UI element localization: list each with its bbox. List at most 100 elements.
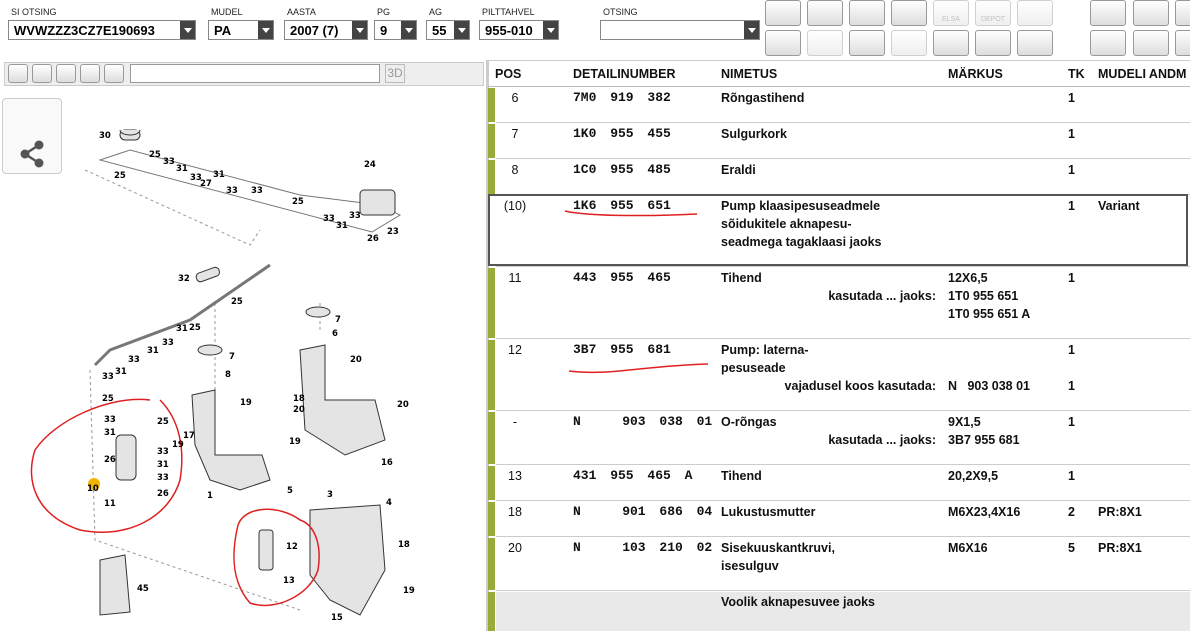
part-number[interactable]: 1K0 955 455: [573, 126, 671, 141]
callout[interactable]: 31: [336, 221, 348, 231]
callout[interactable]: 31: [213, 170, 225, 180]
callout[interactable]: 7: [229, 352, 235, 362]
callout[interactable]: 25: [102, 394, 114, 404]
callout[interactable]: 24: [364, 160, 376, 170]
callout[interactable]: 20: [293, 405, 305, 415]
toolbar-button[interactable]: DEPOT: [975, 0, 1011, 26]
share-button[interactable]: [2, 98, 62, 174]
callout[interactable]: 25: [157, 417, 169, 427]
callout[interactable]: 20: [397, 400, 409, 410]
callout[interactable]: 25: [292, 197, 304, 207]
toolbar-button[interactable]: ELSA: [933, 0, 969, 26]
callout[interactable]: 31: [104, 428, 116, 438]
part-number[interactable]: 1C0 955 485: [573, 162, 671, 177]
toolbar-button[interactable]: [1175, 30, 1190, 56]
toolbar-button[interactable]: [1175, 0, 1190, 26]
zoom-button[interactable]: [104, 64, 124, 83]
callout[interactable]: 31: [176, 324, 188, 334]
toolbar-button[interactable]: [1017, 30, 1053, 56]
toolbar-button[interactable]: [933, 30, 969, 56]
callout[interactable]: 30: [99, 131, 111, 141]
callout[interactable]: 31: [115, 367, 127, 377]
part-number[interactable]: N 903 038 01: [573, 414, 713, 429]
callout[interactable]: 33: [102, 372, 114, 382]
callout[interactable]: 18: [398, 540, 410, 550]
callout[interactable]: 7: [335, 315, 341, 325]
callout[interactable]: 31: [157, 460, 169, 470]
callout[interactable]: 20: [350, 355, 362, 365]
toolbar-button[interactable]: [1133, 0, 1169, 26]
filter-select[interactable]: PA: [208, 20, 274, 40]
zoom-button[interactable]: [56, 64, 76, 83]
toolbar-button[interactable]: [1017, 0, 1053, 26]
callout[interactable]: 33: [349, 211, 361, 221]
filter-select[interactable]: 55: [426, 20, 470, 40]
callout[interactable]: 33: [163, 157, 175, 167]
callout[interactable]: 19: [172, 440, 184, 450]
toolbar-button[interactable]: [765, 0, 801, 26]
callout[interactable]: 33: [128, 355, 140, 365]
zoom-button[interactable]: [80, 64, 100, 83]
part-number[interactable]: N 901 686 04: [573, 504, 713, 519]
callout[interactable]: 6: [332, 329, 338, 339]
callout[interactable]: 25: [149, 150, 161, 160]
zoom-button[interactable]: [32, 64, 52, 83]
toolbar-button[interactable]: [891, 0, 927, 26]
callout[interactable]: 31: [176, 164, 188, 174]
callout[interactable]: 33: [162, 338, 174, 348]
part-number[interactable]: 3B7 955 681: [573, 342, 671, 357]
toolbar-button[interactable]: [975, 30, 1011, 56]
callout[interactable]: 26: [157, 489, 169, 499]
viewer-search[interactable]: [130, 64, 380, 83]
callout[interactable]: 10: [87, 484, 99, 494]
callout[interactable]: 19: [289, 437, 301, 447]
toolbar-button[interactable]: [891, 30, 927, 56]
callout[interactable]: 8: [225, 370, 231, 380]
toolbar-button[interactable]: [849, 30, 885, 56]
callout[interactable]: 33: [157, 473, 169, 483]
zoom-button[interactable]: [8, 64, 28, 83]
callout[interactable]: 32: [178, 274, 190, 284]
callout[interactable]: 16: [381, 458, 393, 468]
callout[interactable]: 3: [327, 490, 333, 500]
callout[interactable]: 17: [183, 431, 195, 441]
callout[interactable]: 15: [331, 613, 343, 623]
toolbar-button[interactable]: [849, 0, 885, 26]
callout[interactable]: 33: [157, 447, 169, 457]
filter-select[interactable]: 9: [374, 20, 417, 40]
callout[interactable]: 5: [287, 486, 293, 496]
callout[interactable]: 33: [104, 415, 116, 425]
part-number[interactable]: 7M0 919 382: [573, 90, 671, 105]
callout[interactable]: 33: [323, 214, 335, 224]
callout[interactable]: 27: [200, 179, 212, 189]
callout[interactable]: 18: [293, 394, 305, 404]
toolbar-button[interactable]: [1090, 30, 1126, 56]
callout[interactable]: 33: [226, 186, 238, 196]
callout[interactable]: 12: [286, 542, 298, 552]
callout[interactable]: 23: [387, 227, 399, 237]
callout[interactable]: 25: [114, 171, 126, 181]
callout[interactable]: 25: [231, 297, 243, 307]
callout[interactable]: 31: [147, 346, 159, 356]
part-number[interactable]: N 103 210 02: [573, 540, 713, 555]
part-number[interactable]: 1K6 955 651: [573, 198, 671, 213]
callout[interactable]: 26: [367, 234, 379, 244]
toolbar-button[interactable]: [807, 0, 843, 26]
callout[interactable]: 11: [104, 499, 116, 509]
part-number[interactable]: 431 955 465 A: [573, 468, 693, 483]
callout[interactable]: 1: [207, 491, 213, 501]
callout[interactable]: 33: [190, 173, 202, 183]
part-number[interactable]: 443 955 465: [573, 270, 671, 285]
filter-select[interactable]: 2007 (7): [284, 20, 368, 40]
toolbar-button[interactable]: [1090, 0, 1126, 26]
toolbar-button[interactable]: [765, 30, 801, 56]
filter-select[interactable]: WVWZZZ3CZ7E190693: [8, 20, 196, 40]
filter-select[interactable]: [600, 20, 760, 40]
callout[interactable]: 4: [386, 498, 392, 508]
callout[interactable]: 26: [104, 455, 116, 465]
callout[interactable]: 33: [251, 186, 263, 196]
callout[interactable]: 13: [283, 576, 295, 586]
callout[interactable]: 19: [240, 398, 252, 408]
filter-select[interactable]: 955-010: [479, 20, 559, 40]
callout[interactable]: 25: [189, 323, 201, 333]
